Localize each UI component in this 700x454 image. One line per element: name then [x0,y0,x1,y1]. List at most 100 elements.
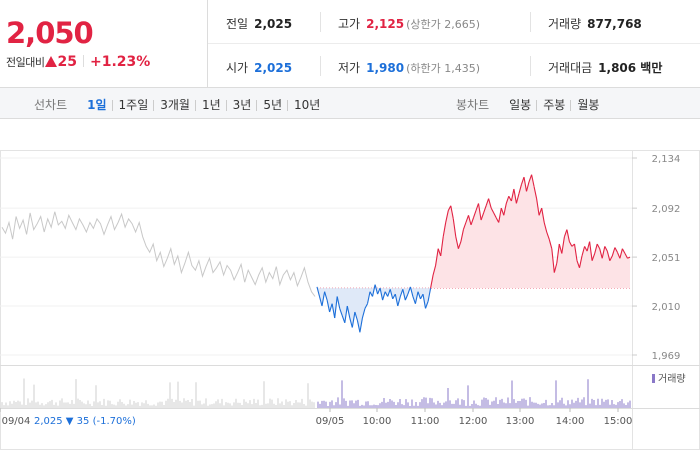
today-line-segment [627,256,631,259]
today-line-segment [533,186,538,199]
tab-3month[interactable]: 3개월 [154,98,196,112]
today-line-segment [472,210,477,218]
today-line-segment [369,291,373,297]
today-line-segment [349,317,353,328]
today-line-segment [364,303,368,309]
today-line-segment [505,196,510,204]
price-box: 2,050 전일대비 25 +1.23% [0,0,208,88]
today-line-segment [424,301,429,309]
today-line-segment [518,184,523,194]
tab-1year[interactable]: 1년 [196,98,227,112]
today-line-segment [495,217,500,223]
today-line-segment [361,308,366,319]
intraday-chart[interactable]: 2,134 2,092 2,051 2,010 1,969 거래량 09/04 09/05 10… [0,120,700,450]
low-price: 저가 1,980 (하한가 1,435) [338,61,480,75]
today-line-segment [331,303,336,319]
today-line-segment [389,289,394,300]
today-line-segment [374,284,379,295]
x-tick-label: 11:00 [411,416,440,427]
today-line-segment [508,195,512,202]
today-line-segment [442,222,447,237]
today-line-segment [546,231,550,240]
today-line-segment [619,248,623,259]
y-tick-label: 2,092 [652,204,681,215]
today-line-segment [503,203,507,216]
today-line-segment [351,311,356,328]
tab-monthly[interactable]: 월봉 [571,98,605,112]
today-line-segment [407,286,411,295]
today-line-segment [621,248,626,254]
tab-weekly[interactable]: 주봉 [537,98,571,112]
tab-1day[interactable]: 1일 [87,98,107,112]
divider [82,55,84,67]
today-line-segment [561,236,565,254]
today-line-segment [601,246,606,259]
today-line-segment [490,207,495,214]
x-tick-label: 10:00 [363,416,392,427]
today-line-segment [591,253,596,261]
today-line-segment [543,222,548,233]
today-line-segment [609,255,613,261]
divider [320,12,321,32]
today-line-segment [427,287,432,302]
price-chart-svg[interactable]: 2,134 2,092 2,051 2,010 1,969 거래량 09/04 09/05 10… [0,120,700,450]
chart-tab-bar: 선차트 1일 1주일 3개월 1년 3년 5년 10년 봉차트 일봉 주봉 월봉 [0,88,700,119]
today-line-segment [568,241,573,247]
prev-day-line [1,211,316,297]
divider [530,12,531,32]
tab-1week[interactable]: 1주일 [113,98,155,112]
prev-day-summary: 2,025 ▼ 35 (-1.70%) [34,416,136,427]
today-line-segment [528,174,533,183]
today-line-segment [611,247,616,257]
today-line-segment [485,198,490,206]
y-tick-label: 1,969 [652,351,681,362]
trade-amount: 거래대금 1,806 백만 [548,61,663,75]
today-line-segment [392,293,396,300]
y-tick-label: 2,051 [652,253,681,264]
tab-5year[interactable]: 5년 [257,98,288,112]
down-area-fill [317,288,630,333]
today-line-segment [329,303,333,313]
tab-daily[interactable]: 일봉 [509,98,532,112]
today-line-segment [553,262,558,273]
today-line-segment [573,243,578,261]
candle-chart-tabs: 봉차트 일봉 주봉 월봉 [456,96,605,113]
today-line-segment [318,296,323,307]
today-line-segment [387,289,391,297]
today-line-segment [422,294,427,309]
today-line-segment [437,248,442,257]
today-line-segment [578,255,583,268]
today-line-segment [599,248,603,259]
today-line-segment [531,174,535,187]
today-line-segment [470,217,475,226]
today-line-segment [377,287,381,295]
today-line-segment [417,291,422,300]
today-line-segment [563,229,568,237]
today-line-segment [341,315,346,323]
today-line-segment [515,193,520,204]
today-line-segment [604,246,608,252]
x-tick-label: 09/05 [316,416,345,427]
today-line-segment [404,293,409,301]
today-line-segment [447,205,452,211]
today-line-segment [541,208,545,223]
today-line-segment [356,320,361,333]
today-line-segment [336,296,341,309]
today-line-segment [412,296,416,304]
today-line-segment [326,299,331,313]
tab-10year[interactable]: 10년 [288,98,326,112]
quote-header: 2,050 전일대비 25 +1.23% 전일 2,025 고가 2,125 (상한가 2… [0,0,700,88]
divider [320,56,321,76]
volume: 거래량 877,768 [548,17,642,31]
today-line-segment [488,198,492,209]
today-line-segment [397,296,401,307]
today-line-segment [457,241,462,249]
y-tick-label: 2,134 [652,154,681,165]
candle-chart-title: 봉차트 [456,98,490,112]
today-line-segment [624,253,628,259]
tab-3year[interactable]: 3년 [227,98,258,112]
today-line-segment [498,208,502,223]
today-line-segment [324,291,328,301]
today-line-segment [475,203,480,211]
change-label: 전일대비 [6,56,45,69]
